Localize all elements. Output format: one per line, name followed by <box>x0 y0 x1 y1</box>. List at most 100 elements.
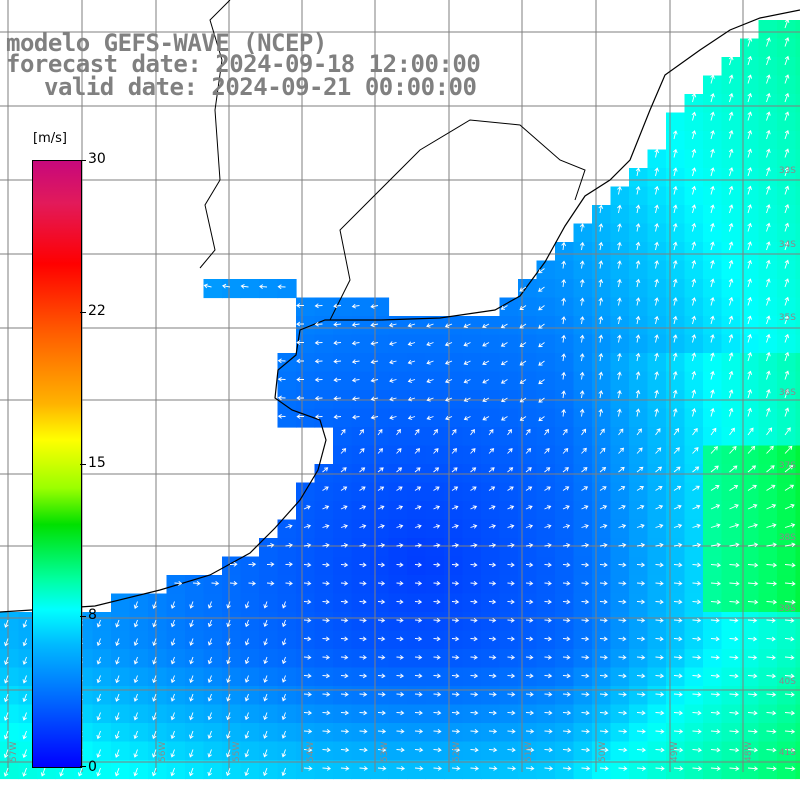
wind-speed-cell <box>666 519 686 539</box>
wind-speed-cell <box>351 353 371 373</box>
wind-speed-cell <box>721 316 741 336</box>
wind-arrow <box>451 654 460 660</box>
wind-speed-cell <box>351 741 371 761</box>
wind-speed-cell <box>314 741 334 761</box>
wind-arrow <box>451 617 460 623</box>
wind-arrow <box>414 747 424 753</box>
wind-speed-cell <box>758 630 778 650</box>
wind-speed-cell <box>333 686 353 706</box>
wind-arrow <box>599 747 609 753</box>
wind-speed-cell <box>240 741 260 761</box>
wind-speed-cell <box>573 242 593 262</box>
wind-arrow <box>692 581 702 586</box>
coastline <box>0 9 800 613</box>
wind-speed-cell <box>388 630 408 650</box>
wind-arrow <box>285 524 293 529</box>
wind-speed-cell <box>425 501 445 521</box>
wind-speed-cell <box>795 279 800 299</box>
wind-speed-cell <box>795 686 800 706</box>
wind-speed-cell <box>129 741 149 761</box>
wind-speed-cell <box>444 482 464 502</box>
wind-speed-cell <box>795 445 800 465</box>
wind-arrow <box>340 710 350 716</box>
wind-speed-cell <box>592 353 612 373</box>
wind-arrow <box>599 766 609 771</box>
wind-arrow <box>244 749 250 758</box>
lon-label: 49W <box>670 741 680 762</box>
wind-speed-cell <box>740 57 760 77</box>
wind-speed-cell <box>425 316 445 336</box>
wind-arrow <box>635 260 641 269</box>
wind-arrow <box>322 486 329 491</box>
wind-speed-cell <box>629 279 649 299</box>
wind-speed-cell <box>555 353 575 373</box>
wind-arrow <box>359 747 368 753</box>
wind-arrow <box>581 766 591 771</box>
wind-speed-cell <box>481 501 501 521</box>
wind-speed-cell <box>185 612 205 632</box>
wind-arrow <box>710 259 715 269</box>
wind-arrow <box>407 323 416 328</box>
wind-speed-cell <box>462 575 482 595</box>
wind-speed-cell <box>111 667 131 687</box>
wind-arrow <box>710 334 715 343</box>
wind-speed-cell <box>629 723 649 743</box>
wind-speed-cell <box>259 649 279 669</box>
wind-speed-cell <box>573 408 593 428</box>
wind-arrow <box>655 747 665 753</box>
wind-arrow <box>655 618 664 623</box>
wind-speed-cell <box>333 297 353 317</box>
wind-arrow <box>189 712 194 721</box>
wind-arrow <box>747 111 753 121</box>
wind-speed-cell <box>555 538 575 558</box>
wind-arrow <box>207 656 213 665</box>
wind-speed-cell <box>629 612 649 632</box>
wind-speed-cell <box>684 408 704 428</box>
wind-speed-cell <box>481 371 501 391</box>
wind-speed-cell <box>592 316 612 336</box>
wind-arrow <box>579 241 585 251</box>
wind-speed-cell <box>444 760 464 780</box>
wind-speed-cell <box>795 20 800 40</box>
wind-speed-cell <box>314 630 334 650</box>
wind-arrow <box>599 523 608 529</box>
wind-arrow <box>377 636 386 642</box>
wind-arrow <box>636 710 646 716</box>
wind-speed-cell <box>647 760 667 780</box>
wind-arrow <box>396 654 404 660</box>
wind-arrow <box>729 747 740 753</box>
wind-speed-cell <box>666 353 686 373</box>
wind-speed-cell <box>370 723 390 743</box>
wind-speed-cell <box>499 741 519 761</box>
wind-arrow <box>407 415 416 420</box>
wind-speed-cell <box>333 353 353 373</box>
wind-speed-cell <box>185 723 205 743</box>
wind-arrow <box>673 599 683 605</box>
wind-arrow <box>340 448 347 454</box>
wind-arrow <box>470 636 478 642</box>
wind-speed-cell <box>629 445 649 465</box>
wind-speed-cell <box>148 612 168 632</box>
wind-speed-cell <box>314 760 334 780</box>
wind-speed-cell <box>740 741 760 761</box>
wind-arrow <box>635 352 641 362</box>
wind-speed-cell <box>425 741 445 761</box>
wind-arrow <box>433 505 441 510</box>
wind-speed-cell <box>573 575 593 595</box>
wind-speed-cell <box>296 556 316 576</box>
wind-arrow <box>784 599 796 605</box>
wind-arrow <box>170 638 176 646</box>
wind-speed-cell <box>333 630 353 650</box>
wind-speed-cell <box>259 575 279 595</box>
wind-speed-cell <box>721 408 741 428</box>
wind-speed-cell <box>721 57 741 77</box>
wind-arrow <box>433 636 441 642</box>
wind-speed-cell <box>647 556 667 576</box>
wind-arrow <box>747 655 758 660</box>
wind-speed-cell <box>388 408 408 428</box>
wind-arrow <box>618 692 627 697</box>
wind-speed-cell <box>684 686 704 706</box>
wind-speed-cell <box>499 445 519 465</box>
wind-speed-cell <box>610 482 630 502</box>
wind-speed-cell <box>222 704 242 724</box>
